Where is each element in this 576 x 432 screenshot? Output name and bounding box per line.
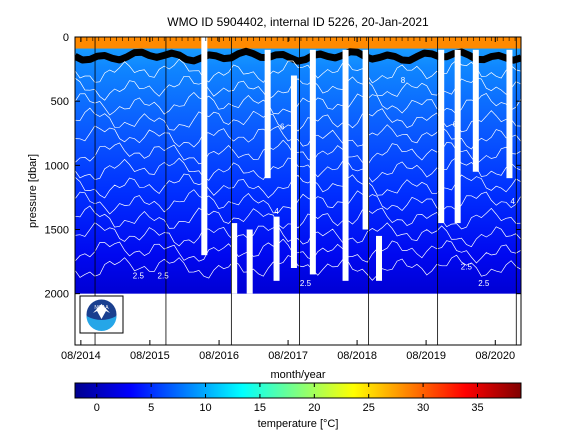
noaa-logo: NOAA	[79, 295, 124, 334]
contour-line	[75, 92, 521, 116]
contour-line	[75, 139, 521, 166]
vertical-lines	[94, 37, 517, 345]
contour-labels: 2.5 2.5 2.5 2.5 2.5 4 4 6 6 8	[133, 76, 516, 288]
contour-line	[75, 107, 521, 133]
y-axis-label: pressure [dbar]	[27, 154, 39, 228]
data-gap	[273, 216, 280, 281]
data-gap	[290, 75, 297, 268]
chart-title: WMO ID 5904402, internal ID 5226, 20-Jan…	[167, 15, 429, 29]
x-axis-label: month/year	[270, 369, 325, 381]
contour-label: 8	[401, 76, 406, 85]
thermocline-band	[75, 47, 521, 65]
data-gap	[506, 49, 513, 179]
contour-line	[75, 58, 521, 84]
y-tick-label: 1000	[45, 160, 69, 172]
contour-line	[75, 254, 521, 281]
x-tick-label: 08/2018	[337, 350, 377, 362]
data-gap	[264, 49, 271, 179]
y-tick-label: 2000	[45, 289, 69, 301]
y-tick-label: 0	[63, 32, 69, 44]
y-axis: 0 500 1000 1500 2000	[45, 32, 521, 301]
colorbar-tick-label: 0	[94, 402, 100, 414]
colorbar-label: temperature [°C]	[258, 418, 339, 430]
data-gap	[376, 235, 383, 281]
contour-line	[75, 222, 521, 248]
colorbar-tick-label: 35	[471, 402, 483, 414]
contour-label: 2.5	[478, 279, 490, 288]
contour-label: 4	[510, 197, 515, 206]
x-tick-label: 08/2017	[268, 350, 308, 362]
colorbar-tick-label: 30	[417, 402, 429, 414]
plot-frame	[74, 36, 522, 346]
data-gap	[454, 49, 461, 224]
data-gap	[309, 49, 316, 275]
contour-line	[75, 205, 521, 230]
contour-line	[75, 75, 521, 101]
x-tick-label: 08/2014	[61, 350, 101, 362]
x-tick-label: 08/2020	[475, 350, 515, 362]
colorbar-ticks: 0 5 10 15 20 25 30 35	[94, 383, 484, 414]
surface-warm-band	[75, 37, 521, 49]
contour-label: 6	[280, 122, 285, 131]
data-gap	[231, 223, 238, 294]
data-gap	[342, 49, 349, 281]
colorbar-tick-label: 25	[363, 402, 375, 414]
data-gap	[472, 49, 479, 172]
colorbar-tick-label: 10	[199, 402, 211, 414]
contour-lines	[75, 58, 521, 281]
x-tick-label: 08/2019	[406, 350, 446, 362]
data-gap	[362, 49, 369, 230]
x-tick-label: 08/2016	[199, 350, 239, 362]
contour-line	[75, 173, 521, 199]
y-tick-label: 500	[51, 96, 69, 108]
colorbar-tick-label: 20	[308, 402, 320, 414]
contour-label: 6	[453, 120, 458, 129]
data-gap	[246, 229, 253, 294]
colorbar	[74, 382, 522, 399]
y-tick-label: 1500	[45, 225, 69, 237]
x-tick-label: 08/2015	[130, 350, 170, 362]
data-gap	[201, 37, 208, 256]
plot-area: 2.5 2.5 2.5 2.5 2.5 4 4 6 6 8	[75, 37, 521, 345]
contour-line	[75, 238, 521, 264]
colorbar-tick-label: 5	[148, 402, 154, 414]
contour-label: 2.5	[461, 262, 473, 271]
temperature-field	[75, 37, 521, 294]
noaa-logo-text: NOAA	[94, 305, 109, 311]
contour-line	[75, 124, 521, 150]
contour-line	[75, 189, 521, 215]
data-gaps	[201, 37, 513, 294]
contour-label: 4	[274, 207, 279, 216]
colorbar-tick-label: 15	[254, 402, 266, 414]
x-axis: 08/2014 08/2015 08/2016 08/2017 08/2018 08/20…	[61, 37, 522, 362]
contour-label: 2.5	[158, 271, 170, 280]
data-gap	[438, 49, 445, 224]
contour-label: 2.5	[300, 279, 312, 288]
contour-label: 2.5	[133, 271, 145, 280]
contour-line	[75, 156, 521, 183]
